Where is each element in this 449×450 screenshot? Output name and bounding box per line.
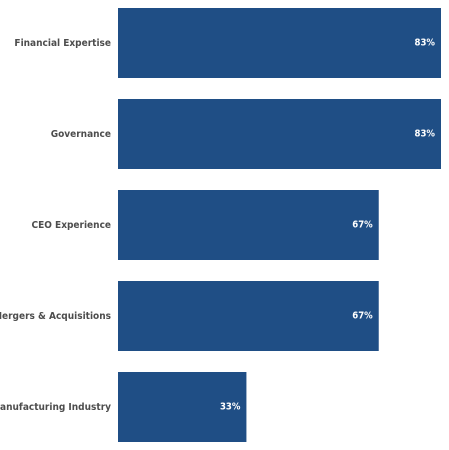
category-label: Manufacturing Industry [0,402,111,413]
value-label: 83% [415,38,436,49]
value-label: 67% [352,311,373,322]
bar-group: Financial Expertise 83% [14,8,441,78]
bar-group: Governance 83% [51,99,441,169]
bar-group: CEO Experience 67% [32,190,379,260]
category-label: CEO Experience [32,220,111,231]
bar [118,190,379,260]
value-label: 67% [352,220,373,231]
bar [118,372,247,442]
bar-group: Manufacturing Industry 33% [0,372,247,442]
category-label: Governance [51,129,111,140]
bar [118,8,441,78]
bar [118,99,441,169]
value-label: 83% [415,129,436,140]
category-label: Financial Expertise [14,38,111,49]
bar-group: Mergers & Acquisitions 67% [0,281,379,351]
bar [118,281,379,351]
category-label: Mergers & Acquisitions [0,311,111,322]
value-label: 33% [220,402,241,413]
